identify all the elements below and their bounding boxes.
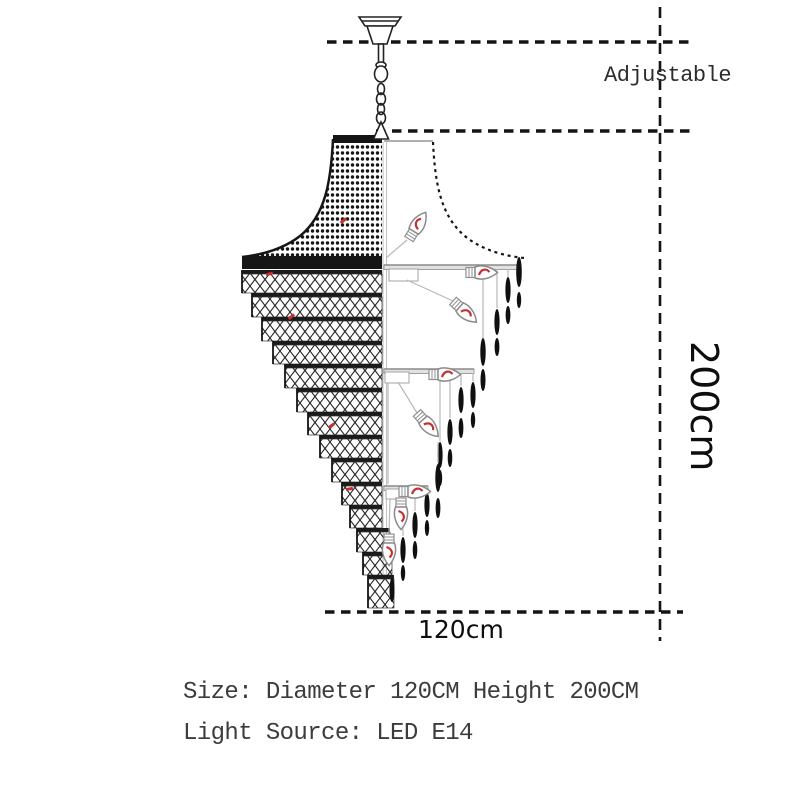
chain-hook <box>372 120 390 140</box>
candle-bulb-icon <box>402 207 433 244</box>
size-spec-line: Size: Diameter 120CM Height 200CM <box>183 679 639 706</box>
red-crystal-accents <box>265 217 354 491</box>
suspension-rod <box>377 43 385 64</box>
canopy-cup <box>365 25 395 45</box>
candle-bulb-icon <box>410 407 445 442</box>
dimension-lines <box>325 7 690 641</box>
candle-bulb-icon <box>393 496 409 531</box>
arm-ring-2 <box>383 366 476 486</box>
spec-text-block: Size: Diameter 120CM Height 200CM Light … <box>183 672 639 754</box>
adjustable-label: Adjustable <box>604 63 732 88</box>
crown-left-beaded <box>242 139 382 257</box>
candle-bulb-icon <box>447 294 482 329</box>
light-source-spec-line: Light Source: LED E14 <box>183 720 473 747</box>
height-dimension-label: 200cm <box>682 341 726 472</box>
ceiling-canopy-and-chain <box>357 16 403 140</box>
chain-ball <box>373 65 389 83</box>
width-dimension-label: 120cm <box>418 615 504 644</box>
crown-ring <box>242 256 382 269</box>
arm-ring-1 <box>383 257 522 391</box>
crystal-tier-stack <box>241 270 395 609</box>
crown-right-outline <box>431 141 525 260</box>
crown-bulb <box>385 207 433 259</box>
arm-ring-3 <box>381 442 441 602</box>
central-rod <box>382 142 388 574</box>
